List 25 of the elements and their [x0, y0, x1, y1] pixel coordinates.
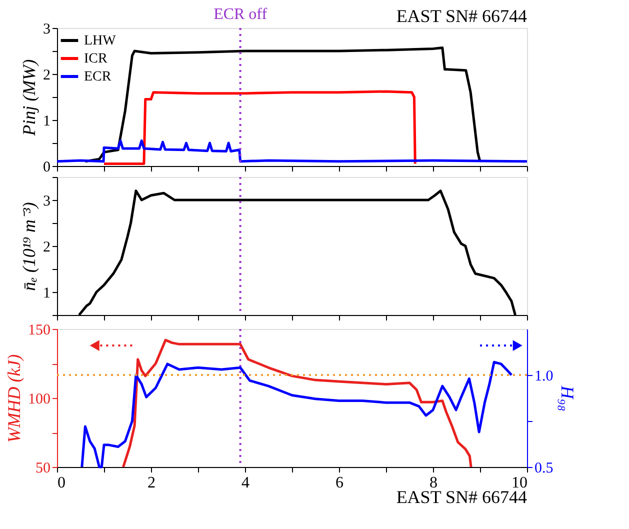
y-tick-label: 1: [43, 286, 50, 302]
x-tick-label: 6: [336, 474, 344, 492]
x-tick-label: 2: [148, 474, 156, 492]
legend-label: ECR: [84, 70, 112, 84]
y2-tick-label: 0.5: [534, 460, 554, 476]
y-tick-label: 0: [43, 160, 50, 176]
x-tick-label: 0: [58, 474, 66, 492]
y-tick-label: 1: [43, 114, 50, 130]
y-axis-title: Pinj (MW): [19, 59, 39, 137]
legend-label: LHW: [84, 34, 117, 48]
y-tick-label: 2: [43, 240, 50, 256]
y-tick-label: 3: [43, 194, 50, 210]
y2-tick-label: 1.0: [534, 368, 554, 384]
ref-line-label: ECR off: [214, 6, 268, 23]
y2-axis-title: H₉₈: [557, 384, 578, 412]
text: EAST SN# 66744: [396, 6, 527, 26]
legend-label: ICR: [84, 52, 108, 66]
y-axis-title: WMHD (kJ): [4, 354, 24, 443]
y-tick-label: 2: [43, 68, 50, 84]
y-axis-title: n̄ₑ (10¹⁹ m⁻³): [19, 202, 39, 291]
y-tick-label: 50: [36, 460, 50, 476]
y-tick-label: 100: [28, 392, 50, 408]
x-tick-label: 4: [242, 474, 250, 492]
y-tick-label: 3: [43, 22, 50, 38]
y-tick-label: 150: [28, 322, 50, 338]
